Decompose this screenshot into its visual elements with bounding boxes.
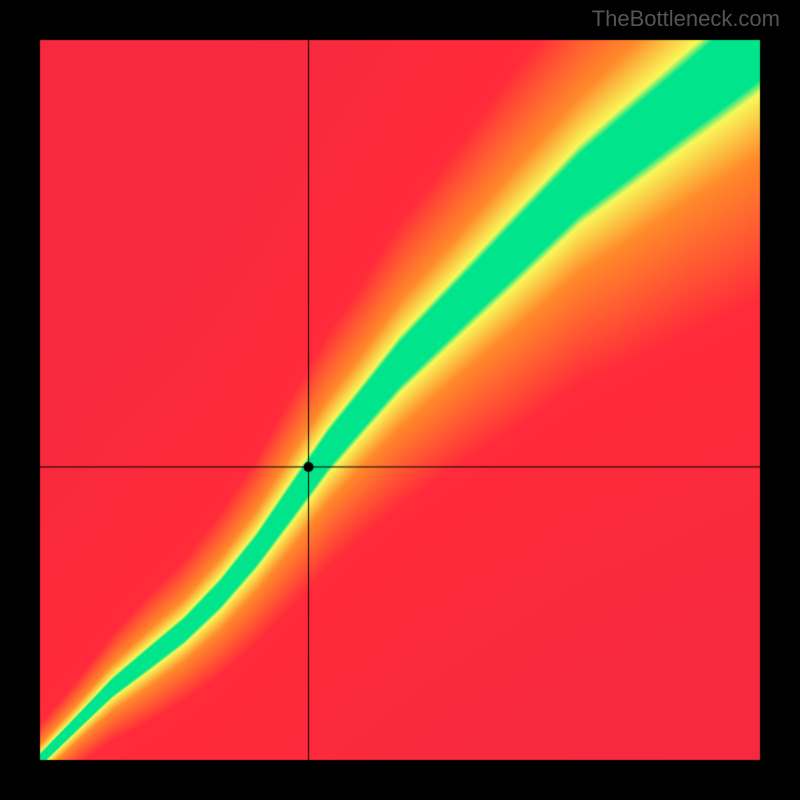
bottleneck-heatmap <box>0 0 800 800</box>
watermark-text: TheBottleneck.com <box>592 6 780 32</box>
chart-container: TheBottleneck.com <box>0 0 800 800</box>
